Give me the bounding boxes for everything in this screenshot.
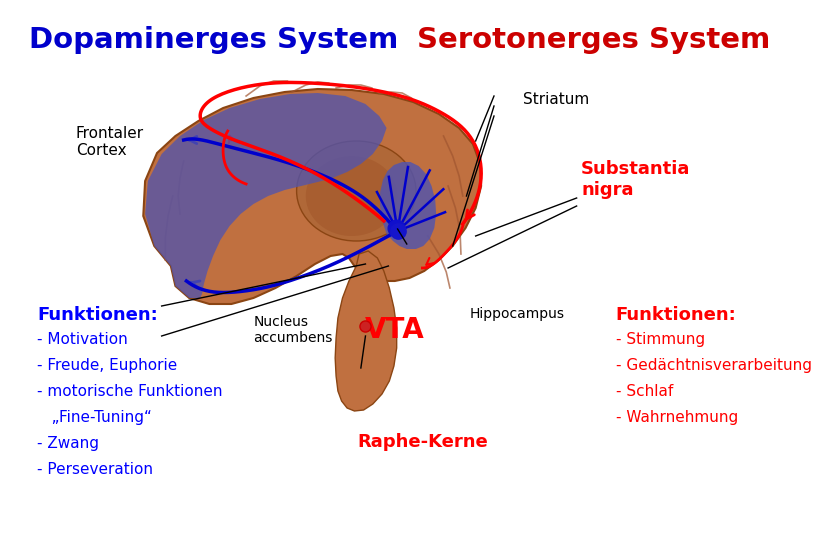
Text: - motorische Funktionen: - motorische Funktionen [37, 384, 223, 399]
Text: - Perseveration: - Perseveration [37, 461, 154, 477]
Text: Serotonerges System: Serotonerges System [417, 26, 769, 54]
Text: Hippocampus: Hippocampus [470, 307, 564, 321]
Text: Funktionen:: Funktionen: [37, 306, 158, 324]
Text: Funktionen:: Funktionen: [616, 306, 737, 324]
Polygon shape [381, 162, 436, 249]
Text: „Fine-Tuning“: „Fine-Tuning“ [37, 410, 152, 425]
Text: - Schlaf: - Schlaf [616, 384, 673, 399]
Text: - Gedächtnisverarbeitung: - Gedächtnisverarbeitung [616, 358, 811, 373]
Text: VTA: VTA [365, 316, 425, 344]
Ellipse shape [306, 156, 397, 236]
Text: - Wahrnehmung: - Wahrnehmung [616, 410, 738, 425]
Text: Raphe-Kerne: Raphe-Kerne [357, 433, 488, 451]
Text: Dopaminerges System: Dopaminerges System [29, 26, 399, 54]
Text: Nucleus
accumbens: Nucleus accumbens [254, 315, 333, 345]
Text: Striatum: Striatum [523, 92, 590, 107]
Polygon shape [335, 251, 396, 411]
Polygon shape [145, 93, 386, 298]
Text: - Motivation: - Motivation [37, 332, 128, 346]
Polygon shape [144, 89, 481, 304]
Ellipse shape [297, 141, 416, 241]
Text: - Freude, Euphorie: - Freude, Euphorie [37, 358, 177, 373]
Text: - Zwang: - Zwang [37, 436, 99, 451]
Text: - Stimmung: - Stimmung [616, 332, 705, 346]
Text: Substantia
nigra: Substantia nigra [581, 160, 690, 199]
Text: Frontaler
Cortex: Frontaler Cortex [76, 126, 144, 158]
